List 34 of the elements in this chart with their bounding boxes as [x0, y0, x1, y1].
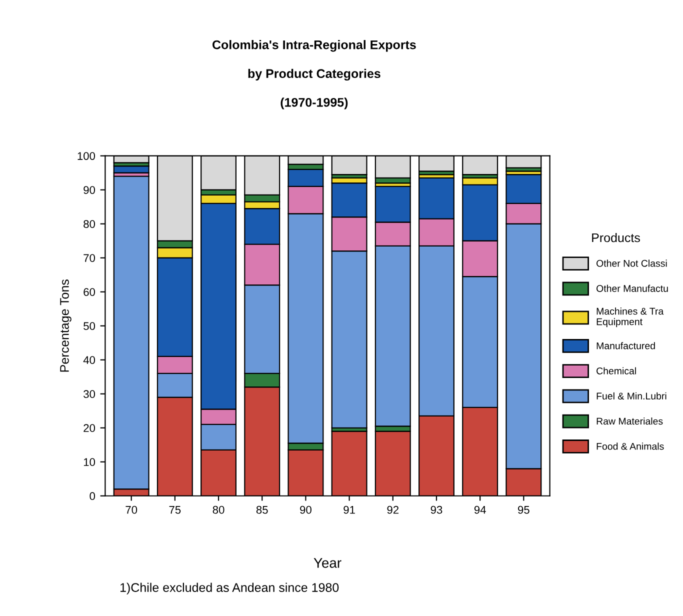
y-tick-label: 0 [90, 492, 96, 500]
x-tick-label: 85 [256, 506, 268, 514]
x-tick-label: 93 [430, 506, 442, 514]
legend-label: Other Not Classi [596, 260, 667, 267]
legend-label: Food & Animals [596, 442, 664, 450]
y-tick-label: 40 [83, 356, 96, 364]
legend-label: Raw Materiales [596, 418, 663, 425]
y-tick-label: 10 [84, 458, 96, 466]
y-tick-label: 70 [84, 254, 96, 262]
y-tick-label: 50 [84, 322, 96, 330]
legend-label: Machines & Tra Equipment [596, 308, 664, 328]
x-tick-label: 95 [518, 506, 530, 514]
x-tick-label: 90 [300, 506, 312, 514]
y-tick-label: 80 [84, 220, 96, 228]
legend-label: Manufactured [596, 342, 655, 350]
legend-label: Other Manufactu [596, 284, 668, 292]
y-tick-label: 20 [84, 424, 96, 432]
legend-title: Products [592, 232, 640, 242]
y-tick-label: 90 [84, 186, 96, 194]
y-axis-title: Percentage Tons [60, 280, 72, 372]
chart-title: Colombia's Intra-Regional Exports by Product Categories (1970-1995) [212, 40, 416, 110]
legend-label: Chemical [596, 367, 636, 374]
x-tick-label: 80 [212, 506, 224, 514]
x-tick-label: 91 [344, 506, 355, 514]
legend-label: Fuel & Min.Lubri [596, 392, 666, 400]
x-tick-label: 70 [126, 506, 138, 514]
text: 1)Chile excluded as Andean since 1980 [120, 582, 339, 594]
x-axis-title: Year [314, 558, 342, 568]
x-tick-label: 94 [474, 506, 486, 514]
y-tick-label: 30 [84, 390, 96, 398]
y-tick-label: 60 [84, 288, 96, 296]
x-tick-label: 75 [169, 506, 181, 514]
y-tick-label: 100 [78, 152, 96, 160]
x-tick-label: 92 [387, 506, 399, 514]
